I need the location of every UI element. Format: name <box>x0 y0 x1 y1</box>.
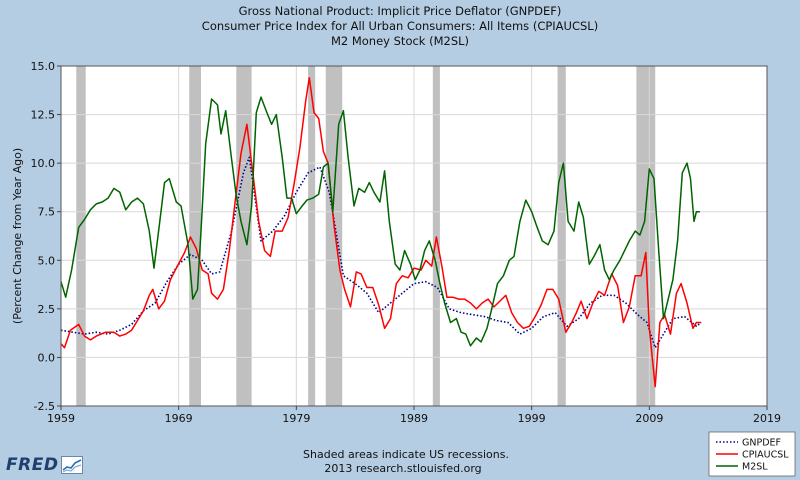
chart-title-line-2: Consumer Price Index for All Urban Consu… <box>202 19 598 33</box>
fred-logo[interactable]: FRED <box>6 455 84 475</box>
y-tick-label: -2.5 <box>34 400 55 413</box>
fred-logo-text: FRED <box>6 455 59 475</box>
legend-label-cpiaucsl: CPIAUCSL <box>742 450 789 461</box>
chart-title-line-1: Gross National Product: Implicit Price D… <box>239 4 562 18</box>
x-tick-label: 1979 <box>282 412 310 425</box>
chart-icon <box>61 456 84 474</box>
legend-label-m2sl: M2SL <box>742 462 768 473</box>
recession-band-5 <box>325 66 343 406</box>
recession-band-2 <box>189 66 202 406</box>
legend-label-gnpdef: GNPDEF <box>742 438 781 449</box>
y-tick-label: 12.5 <box>31 109 56 122</box>
recession-note: Shaded areas indicate US recessions. <box>303 448 509 461</box>
recession-band-6 <box>432 66 440 406</box>
recession-band-8 <box>636 66 656 406</box>
recession-bands <box>76 66 656 406</box>
y-tick-label: 15.0 <box>31 60 56 73</box>
source-note: 2013 research.stlouisfed.org <box>324 462 481 475</box>
x-axis: 1959 1969 1979 1989 1999 2009 2019 <box>47 406 781 425</box>
y-axis-title: (Percent Change from Year Ago) <box>11 148 24 324</box>
y-tick-label: 5.0 <box>38 254 56 267</box>
recession-band-4 <box>308 66 316 406</box>
series-line-cpiaucsl <box>60 76 702 388</box>
series-lines <box>60 76 702 388</box>
y-tick-label: 2.5 <box>38 303 56 316</box>
x-tick-label: 1989 <box>400 412 428 425</box>
chart-title-line-3: M2 Money Stock (M2SL) <box>331 34 469 48</box>
x-tick-label: 1969 <box>165 412 193 425</box>
recession-band-1 <box>76 66 86 406</box>
recession-band-7 <box>557 66 566 406</box>
y-tick-label: 10.0 <box>31 157 56 170</box>
y-tick-label: 0.0 <box>38 351 56 364</box>
x-tick-label: 2019 <box>753 412 781 425</box>
series-line-m2sl <box>60 96 700 347</box>
y-tick-label: 7.5 <box>38 206 56 219</box>
x-tick-label: 1999 <box>518 412 546 425</box>
x-tick-label: 2009 <box>635 412 663 425</box>
x-tick-label: 1959 <box>47 412 75 425</box>
y-axis: -2.5 0.0 2.5 5.0 7.5 10.0 12.5 15.0 <box>31 60 61 413</box>
